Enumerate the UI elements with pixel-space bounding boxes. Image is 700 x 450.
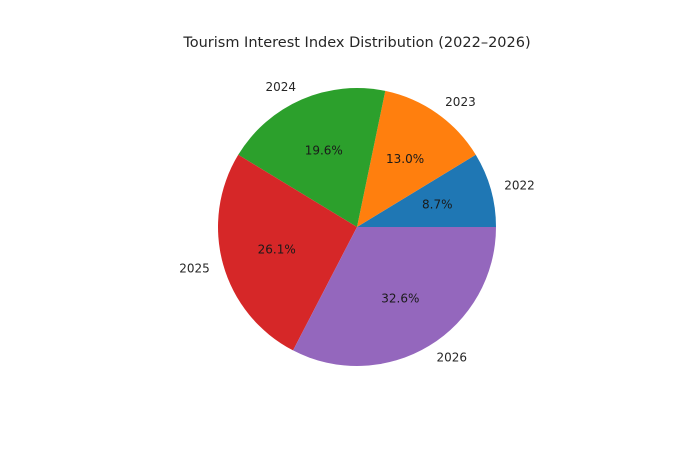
slice-label-2024: 2024: [266, 80, 297, 94]
pie-slice-2026: [293, 227, 496, 366]
slice-percentage-2024: 19.6%: [305, 144, 343, 158]
chart-title: Tourism Interest Index Distribution (202…: [182, 35, 530, 51]
pie-labels: 2022 8.7% 2023 13.0% 2024 19.6% 2025 26.1% 2026 3…: [179, 80, 535, 365]
slice-percentage-2025: 26.1%: [258, 243, 296, 257]
slice-label-2022: 2022: [504, 179, 535, 193]
slice-label-2026: 2026: [436, 351, 467, 365]
slice-label-2025: 2025: [179, 261, 210, 275]
pie-slice-2024: [238, 88, 386, 227]
pie-slice-2022: [357, 154, 496, 227]
slice-label-2023: 2023: [445, 95, 476, 109]
pie-slice-2025: [218, 154, 357, 351]
slice-percentage-2026: 32.6%: [381, 291, 419, 305]
pie-slice-2023: [357, 90, 476, 227]
slice-percentage-2022: 8.7%: [422, 197, 453, 211]
pie-slices: [218, 88, 496, 366]
slice-percentage-2023: 13.0%: [386, 152, 424, 166]
